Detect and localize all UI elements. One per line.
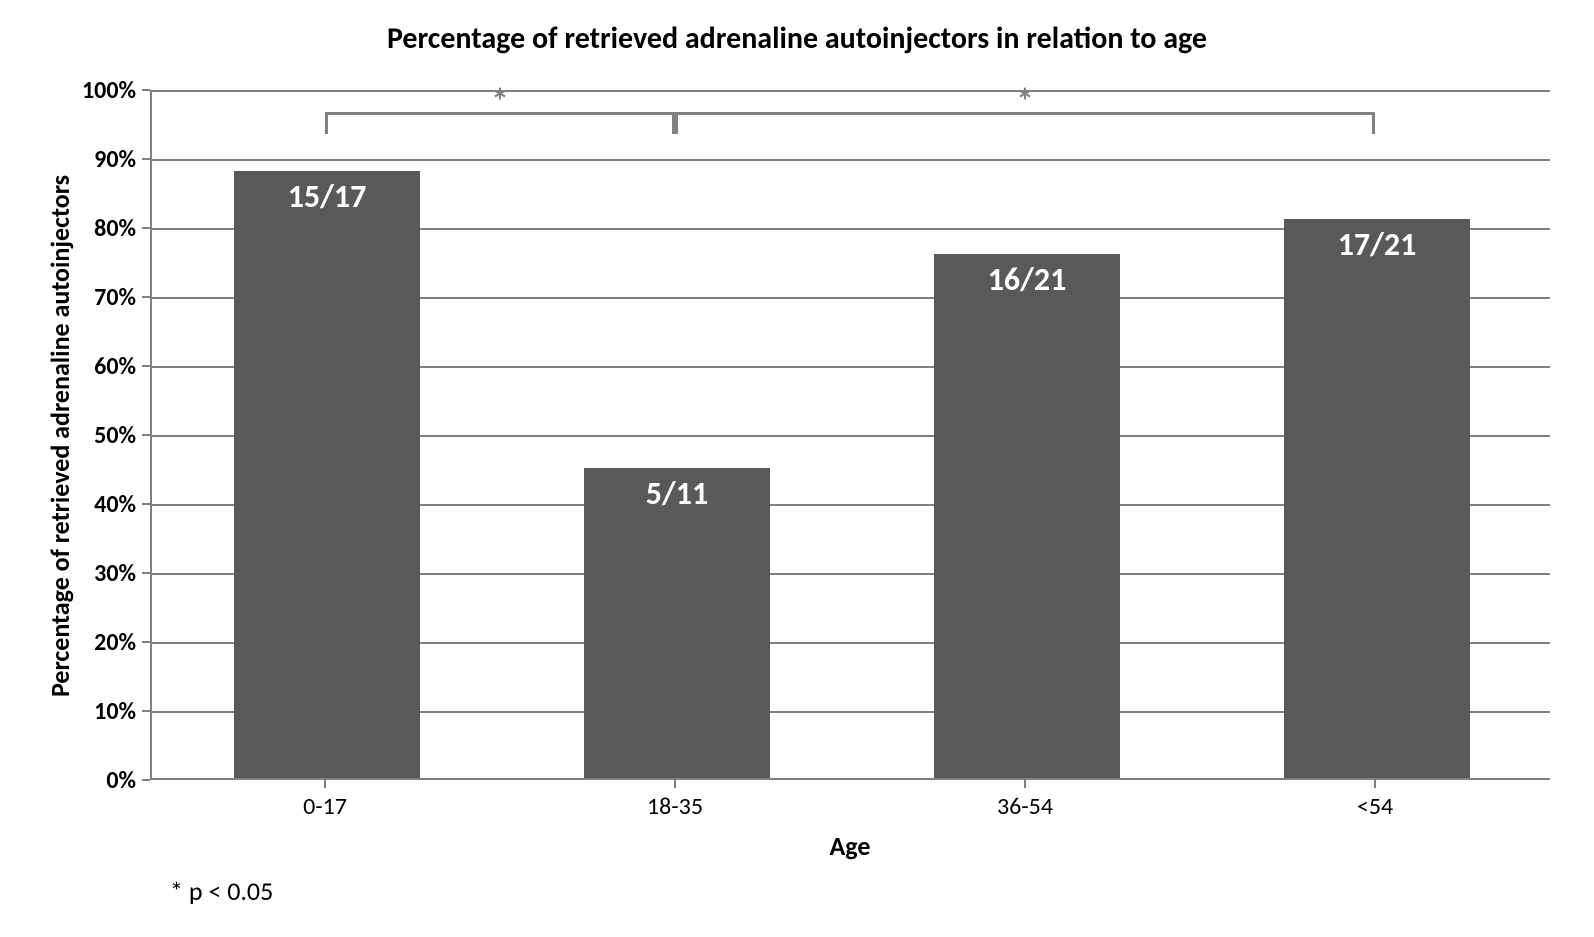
gridline [152, 159, 1550, 161]
y-tick-label: 50% [20, 421, 136, 450]
x-tick-mark [674, 780, 676, 788]
y-tick-mark [142, 296, 150, 298]
bar: 5/11 [584, 468, 770, 779]
y-tick-mark [142, 158, 150, 160]
y-tick-label: 0% [20, 766, 136, 795]
y-tick-label: 30% [20, 559, 136, 588]
y-tick-mark [142, 503, 150, 505]
gridline [152, 90, 1550, 92]
x-tick-label: 36-54 [965, 792, 1085, 821]
y-tick-label: 70% [20, 283, 136, 312]
y-tick-label: 20% [20, 628, 136, 657]
footnote: * p < 0.05 [170, 875, 273, 907]
x-tick-mark [324, 780, 326, 788]
y-tick-mark [142, 365, 150, 367]
x-tick-mark [1374, 780, 1376, 788]
y-tick-label: 100% [20, 76, 136, 105]
y-tick-mark [142, 227, 150, 229]
bar: 16/21 [934, 254, 1120, 778]
bar-value-label: 17/21 [1284, 225, 1470, 264]
y-tick-mark [142, 89, 150, 91]
y-tick-label: 40% [20, 490, 136, 519]
y-tick-label: 90% [20, 145, 136, 174]
y-tick-label: 80% [20, 214, 136, 243]
y-tick-mark [142, 434, 150, 436]
bar-value-label: 16/21 [934, 260, 1120, 299]
y-tick-label: 10% [20, 697, 136, 726]
x-tick-label: <54 [1315, 792, 1435, 821]
bar-value-label: 5/11 [584, 474, 770, 513]
significance-star: * [480, 80, 520, 124]
bar-value-label: 15/17 [234, 177, 420, 216]
bar: 15/17 [234, 171, 420, 778]
y-tick-mark [142, 779, 150, 781]
y-tick-mark [142, 572, 150, 574]
plot-area: 15/17 5/11 16/21 17/21 [150, 90, 1550, 780]
x-tick-mark [1024, 780, 1026, 788]
significance-star: * [1005, 80, 1045, 124]
y-tick-mark [142, 710, 150, 712]
x-axis-label: Age [150, 830, 1550, 862]
y-tick-label: 60% [20, 352, 136, 381]
y-tick-mark [142, 641, 150, 643]
bar: 17/21 [1284, 219, 1470, 778]
chart-container: Percentage of retrieved adrenaline autoi… [20, 20, 1574, 917]
x-tick-label: 0-17 [265, 792, 385, 821]
x-tick-label: 18-35 [615, 792, 735, 821]
chart-title: Percentage of retrieved adrenaline autoi… [20, 20, 1574, 57]
